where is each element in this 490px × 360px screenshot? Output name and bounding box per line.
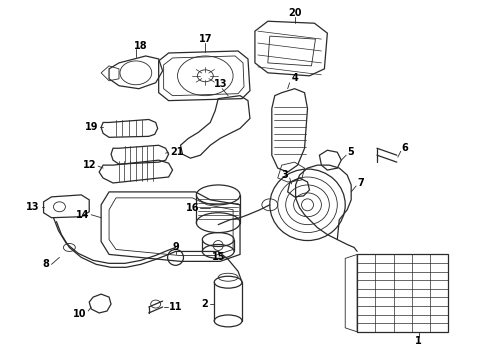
Text: 9: 9 [172, 243, 179, 252]
Text: 18: 18 [134, 41, 147, 51]
Text: 4: 4 [291, 73, 298, 83]
Text: 3: 3 [281, 170, 288, 180]
Text: 17: 17 [198, 34, 212, 44]
Text: 1: 1 [415, 336, 422, 346]
Text: 12: 12 [83, 160, 96, 170]
Text: 19: 19 [85, 122, 98, 132]
Text: 8: 8 [43, 259, 49, 269]
Text: 15: 15 [212, 252, 225, 262]
Text: 6: 6 [402, 143, 409, 153]
Text: 5: 5 [347, 147, 354, 157]
Text: 10: 10 [73, 309, 86, 319]
Text: 14: 14 [76, 210, 89, 220]
Text: 13: 13 [26, 202, 40, 212]
Text: 16: 16 [186, 203, 199, 213]
Text: 2: 2 [201, 299, 208, 309]
Text: 11: 11 [169, 302, 182, 312]
Text: 20: 20 [288, 8, 301, 18]
Text: 7: 7 [357, 178, 364, 188]
Text: 13: 13 [214, 79, 227, 89]
Bar [357, 255, 448, 332]
Text: 21: 21 [171, 147, 184, 157]
